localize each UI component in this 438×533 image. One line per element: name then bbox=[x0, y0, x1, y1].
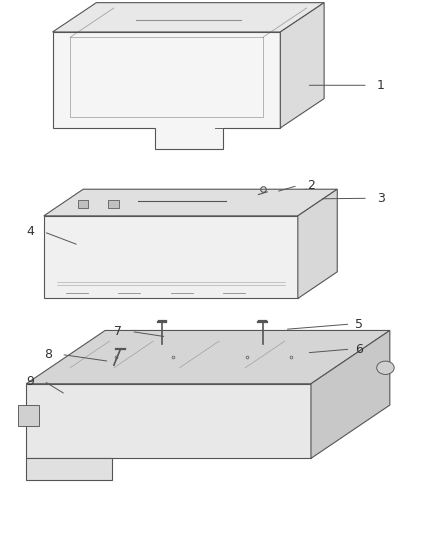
Polygon shape bbox=[44, 216, 298, 298]
Text: 8: 8 bbox=[44, 348, 52, 361]
Polygon shape bbox=[311, 330, 390, 458]
Text: 6: 6 bbox=[355, 343, 363, 356]
Polygon shape bbox=[298, 189, 337, 298]
Polygon shape bbox=[53, 32, 280, 149]
Text: 4: 4 bbox=[27, 225, 35, 238]
Bar bbox=[78, 200, 88, 208]
Polygon shape bbox=[26, 330, 390, 384]
Polygon shape bbox=[272, 189, 315, 203]
Polygon shape bbox=[44, 189, 337, 216]
Polygon shape bbox=[26, 458, 112, 480]
Bar bbox=[108, 200, 119, 208]
Text: 1: 1 bbox=[377, 79, 385, 92]
Polygon shape bbox=[280, 3, 324, 128]
Text: 7: 7 bbox=[114, 325, 122, 338]
Bar bbox=[70, 37, 263, 117]
Polygon shape bbox=[267, 346, 302, 360]
Text: 5: 5 bbox=[355, 318, 363, 330]
Ellipse shape bbox=[377, 361, 394, 374]
Polygon shape bbox=[26, 384, 311, 458]
Bar bbox=[18, 405, 39, 426]
Polygon shape bbox=[53, 3, 324, 32]
Text: 9: 9 bbox=[27, 375, 35, 387]
Text: 3: 3 bbox=[377, 192, 385, 205]
Text: 2: 2 bbox=[307, 179, 315, 192]
